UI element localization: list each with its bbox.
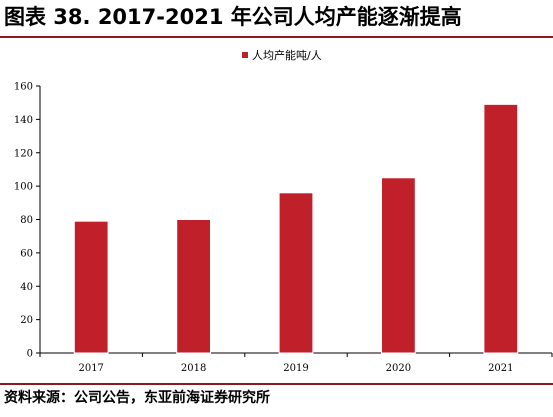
x-tick-label: 2019 xyxy=(283,363,308,374)
y-tick-label: 100 xyxy=(14,182,33,193)
bar-series xyxy=(73,103,519,354)
y-tick-label: 140 xyxy=(14,115,33,126)
y-tick-label: 120 xyxy=(14,148,33,159)
legend-swatch xyxy=(242,52,248,58)
footer-divider xyxy=(0,383,553,385)
bar xyxy=(483,103,519,354)
bar xyxy=(73,220,109,354)
y-tick-label: 20 xyxy=(20,315,33,326)
chart-legend: 人均产能吨/人 xyxy=(242,48,322,62)
y-tick-label: 60 xyxy=(20,248,33,259)
bar xyxy=(278,192,314,354)
y-tick-label: 40 xyxy=(20,282,33,293)
legend-label: 人均产能吨/人 xyxy=(252,48,322,62)
y-tick-label: 80 xyxy=(20,215,33,226)
source-note: 资料来源：公司公告，东亚前海证券研究所 xyxy=(4,390,270,406)
x-tick-label: 2020 xyxy=(386,363,411,374)
bar xyxy=(176,219,211,354)
y-axis: 0 20 40 60 80 100 120 140 160 xyxy=(14,82,41,360)
x-tick-label: 2017 xyxy=(78,363,103,374)
title-divider xyxy=(0,36,553,38)
y-tick-label: 160 xyxy=(14,82,33,93)
x-tick-label: 2018 xyxy=(181,363,206,374)
y-tick-label: 0 xyxy=(27,349,33,360)
x-tick-label: 2021 xyxy=(488,363,513,374)
x-axis: 2017 2018 2019 2020 2021 xyxy=(39,352,553,374)
bar xyxy=(381,177,416,354)
figure-title: 图表 38. 2017-2021 年公司人均产能逐渐提高 xyxy=(4,5,462,29)
